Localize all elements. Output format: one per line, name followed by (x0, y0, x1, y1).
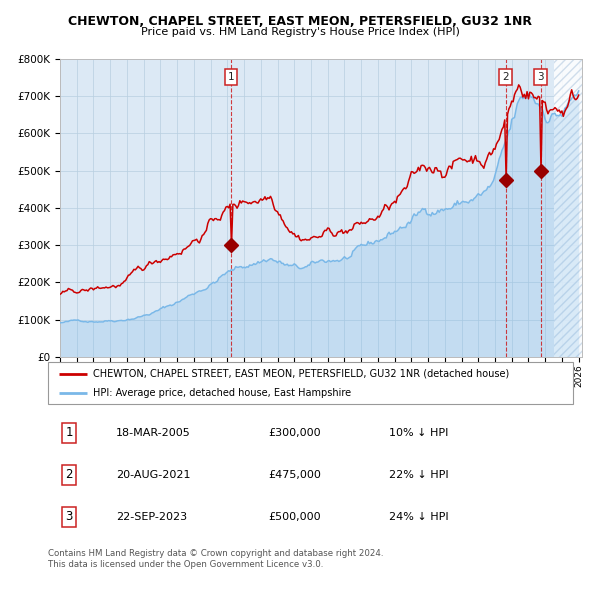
Text: £300,000: £300,000 (269, 428, 321, 438)
Text: CHEWTON, CHAPEL STREET, EAST MEON, PETERSFIELD, GU32 1NR (detached house): CHEWTON, CHAPEL STREET, EAST MEON, PETER… (92, 369, 509, 379)
Text: 10% ↓ HPI: 10% ↓ HPI (389, 428, 449, 438)
Text: 24% ↓ HPI: 24% ↓ HPI (389, 512, 449, 522)
Text: 3: 3 (537, 72, 544, 82)
Text: 2: 2 (502, 72, 509, 82)
Text: 1: 1 (65, 427, 73, 440)
Text: HPI: Average price, detached house, East Hampshire: HPI: Average price, detached house, East… (92, 388, 351, 398)
Text: 20-AUG-2021: 20-AUG-2021 (116, 470, 191, 480)
Polygon shape (554, 59, 582, 357)
Text: £500,000: £500,000 (269, 512, 321, 522)
Text: 18-MAR-2005: 18-MAR-2005 (116, 428, 191, 438)
Text: 2: 2 (65, 468, 73, 481)
Text: Price paid vs. HM Land Registry's House Price Index (HPI): Price paid vs. HM Land Registry's House … (140, 27, 460, 37)
Text: CHEWTON, CHAPEL STREET, EAST MEON, PETERSFIELD, GU32 1NR: CHEWTON, CHAPEL STREET, EAST MEON, PETER… (68, 15, 532, 28)
Text: £475,000: £475,000 (269, 470, 322, 480)
Text: 22% ↓ HPI: 22% ↓ HPI (389, 470, 449, 480)
Text: 1: 1 (227, 72, 234, 82)
Text: 3: 3 (65, 510, 73, 523)
Text: This data is licensed under the Open Government Licence v3.0.: This data is licensed under the Open Gov… (48, 560, 323, 569)
Text: Contains HM Land Registry data © Crown copyright and database right 2024.: Contains HM Land Registry data © Crown c… (48, 549, 383, 558)
Text: 22-SEP-2023: 22-SEP-2023 (116, 512, 187, 522)
